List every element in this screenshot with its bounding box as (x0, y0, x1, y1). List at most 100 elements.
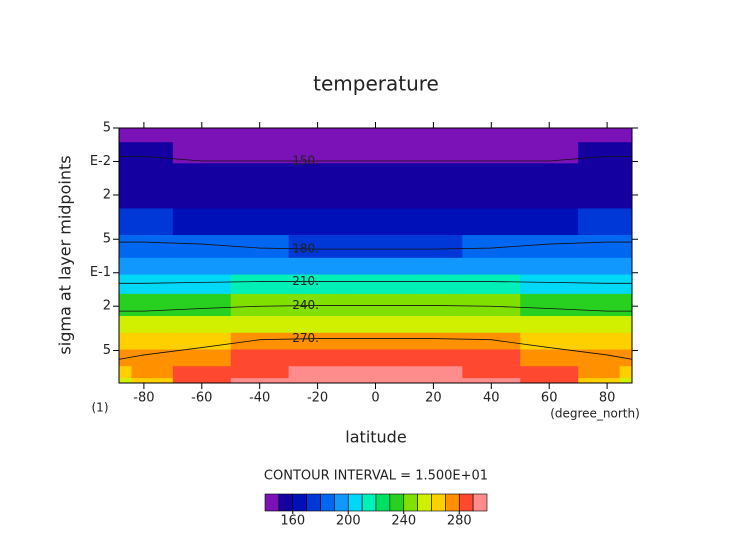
cell (619, 366, 633, 379)
cell (131, 293, 174, 317)
cell (462, 293, 521, 317)
cell (172, 257, 232, 276)
cell (230, 316, 290, 334)
cell (520, 257, 579, 276)
cell (131, 274, 174, 295)
cell (119, 257, 132, 276)
cell (404, 235, 463, 259)
cell (346, 128, 405, 143)
y-tick-label: E-1 (90, 265, 111, 280)
cell (230, 378, 290, 384)
cell (404, 142, 463, 164)
y-tick-label: 5 (103, 343, 111, 358)
cell (346, 235, 405, 259)
cell (131, 332, 174, 351)
cell (119, 378, 132, 384)
cell (119, 274, 132, 295)
y-tick-label: 2 (103, 299, 111, 314)
cell (578, 208, 621, 236)
cell (520, 293, 579, 317)
colorbar-tick-label: 280 (447, 514, 472, 529)
cell (404, 182, 463, 209)
cell (462, 257, 521, 276)
cell (404, 128, 463, 143)
cell (619, 208, 633, 236)
cell (578, 366, 621, 379)
cell (131, 257, 174, 276)
cell (462, 274, 521, 295)
cell (619, 142, 633, 164)
colorbar-box (292, 493, 307, 512)
colorbar-tick-label: 240 (391, 514, 416, 529)
cell (288, 316, 348, 334)
contour-line (119, 305, 632, 312)
cell (462, 182, 521, 209)
contour-line (119, 281, 632, 284)
cell (578, 142, 621, 164)
cell (346, 142, 405, 164)
x-tick-label: -20 (307, 391, 328, 406)
y-tick-label: E-2 (90, 154, 111, 169)
cell (288, 274, 348, 295)
cell (462, 332, 521, 351)
x-axis-label: latitude (345, 428, 406, 447)
contour-label: 240. (292, 298, 319, 312)
cell (462, 235, 521, 259)
cell (404, 349, 463, 367)
cell (172, 142, 232, 164)
cell (619, 378, 633, 384)
cell (288, 142, 348, 164)
cell (230, 235, 290, 259)
cell (119, 142, 132, 164)
cell (619, 128, 633, 143)
y-axis-label: sigma at layer midpoints (56, 155, 75, 354)
cell (520, 316, 579, 334)
cell (619, 316, 633, 334)
cell (404, 257, 463, 276)
cell (346, 349, 405, 367)
cell (119, 182, 132, 209)
colorbar-box (417, 493, 432, 512)
cell (288, 208, 348, 236)
cell (578, 316, 621, 334)
x-tick-label: -40 (249, 391, 270, 406)
cell (230, 332, 290, 351)
cell (172, 208, 232, 236)
x-tick-label: 60 (541, 391, 558, 406)
contour-label: 150. (292, 154, 319, 168)
y-tick-label: 5 (103, 121, 111, 136)
cell (520, 128, 579, 143)
cell (230, 293, 290, 317)
cell (172, 128, 232, 143)
cell (172, 182, 232, 209)
cell (119, 235, 132, 259)
x-tick-label: -80 (133, 391, 154, 406)
cell (172, 235, 232, 259)
cell (131, 208, 174, 236)
cell (462, 208, 521, 236)
colorbar-tick-label: 200 (336, 514, 361, 529)
cell (230, 128, 290, 143)
cell (119, 332, 132, 351)
cell (288, 349, 348, 367)
cell (619, 163, 633, 184)
cell (619, 235, 633, 259)
colorbar-box (445, 493, 460, 512)
cell (172, 366, 232, 379)
cell (230, 163, 290, 184)
chart-title: temperature (313, 72, 439, 96)
cell (131, 378, 174, 384)
contour-label: 270. (292, 331, 319, 345)
cell (404, 378, 463, 384)
colorbar-box (334, 493, 349, 512)
cell (288, 163, 348, 184)
cell (230, 257, 290, 276)
cell (172, 274, 232, 295)
cell (119, 163, 132, 184)
cell (119, 208, 132, 236)
cell (131, 235, 174, 259)
cell (230, 349, 290, 367)
cell (288, 378, 348, 384)
cell (404, 316, 463, 334)
